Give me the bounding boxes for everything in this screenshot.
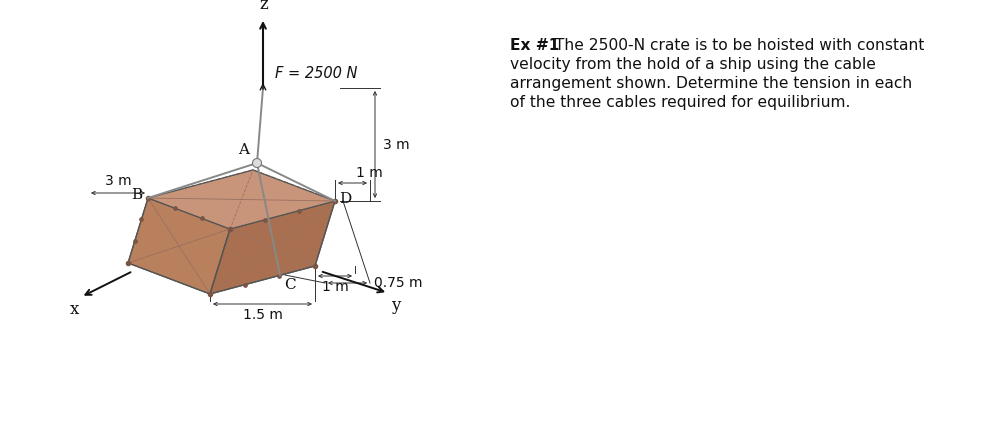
Text: arrangement shown. Determine the tension in each: arrangement shown. Determine the tension… — [510, 76, 912, 91]
Text: x: x — [69, 301, 79, 318]
Text: 3 m: 3 m — [105, 174, 131, 188]
Text: B: B — [131, 188, 142, 202]
Text: C: C — [284, 278, 296, 292]
Text: A: A — [238, 143, 249, 157]
Text: y: y — [392, 297, 401, 314]
Text: of the three cables required for equilibrium.: of the three cables required for equilib… — [510, 95, 850, 110]
Text: 1.5 m: 1.5 m — [243, 308, 283, 322]
Text: 0.75 m: 0.75 m — [374, 276, 423, 290]
Text: velocity from the hold of a ship using the cable: velocity from the hold of a ship using t… — [510, 57, 876, 72]
Text: D: D — [339, 192, 352, 206]
Text: 3 m: 3 m — [383, 137, 410, 151]
Text: Ex #1: Ex #1 — [510, 38, 559, 53]
Text: The 2500-N crate is to be hoisted with constant: The 2500-N crate is to be hoisted with c… — [550, 38, 924, 53]
Polygon shape — [210, 201, 335, 294]
Text: 1 m: 1 m — [356, 166, 383, 180]
Polygon shape — [148, 170, 335, 229]
Polygon shape — [128, 198, 230, 294]
Circle shape — [253, 159, 262, 168]
Text: F = 2500 N: F = 2500 N — [275, 66, 358, 80]
Text: z: z — [260, 0, 269, 13]
Text: 1 m: 1 m — [322, 280, 349, 294]
